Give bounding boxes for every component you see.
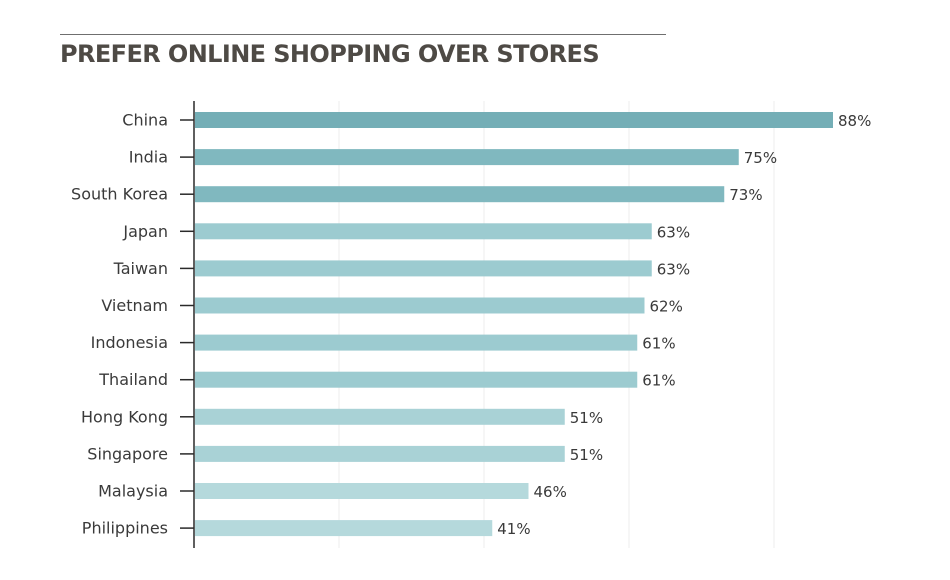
category-label: Thailand xyxy=(98,370,168,389)
value-label: 75% xyxy=(744,149,777,167)
bar xyxy=(195,297,645,314)
value-label: 41% xyxy=(497,520,530,538)
category-label: Hong Kong xyxy=(81,407,168,426)
category-label: Japan xyxy=(122,222,168,241)
bar xyxy=(195,520,493,537)
labels: China 88% India 75% South Korea 73% Japan 63% Ta… xyxy=(71,111,871,539)
category-label: Malaysia xyxy=(98,482,168,501)
bar xyxy=(195,445,565,462)
bar xyxy=(195,149,739,166)
category-label: Philippines xyxy=(82,519,168,538)
title-rule xyxy=(60,34,666,35)
value-label: 63% xyxy=(657,260,690,278)
value-label: 61% xyxy=(642,335,675,353)
category-label: Taiwan xyxy=(113,259,168,278)
bar xyxy=(195,112,833,128)
category-label: Vietnam xyxy=(101,296,168,315)
value-label: 46% xyxy=(534,483,567,501)
bar xyxy=(195,408,565,425)
grid-lines xyxy=(338,101,775,548)
category-label: China xyxy=(122,111,168,130)
value-label: 61% xyxy=(642,372,675,390)
bars xyxy=(195,112,833,537)
y-axis xyxy=(180,101,195,548)
value-label: 63% xyxy=(657,223,690,241)
value-label: 51% xyxy=(570,446,603,464)
bar xyxy=(195,371,638,388)
value-label: 62% xyxy=(650,298,683,316)
value-label: 88% xyxy=(838,112,871,130)
category-label: South Korea xyxy=(71,185,168,204)
bar xyxy=(195,483,529,499)
bar xyxy=(195,223,652,240)
chart-title: PREFER ONLINE SHOPPING OVER STORES xyxy=(60,40,600,68)
bar xyxy=(195,186,725,203)
value-label: 73% xyxy=(729,186,762,204)
category-label: Indonesia xyxy=(91,333,168,352)
category-label: India xyxy=(129,148,168,167)
category-label: Singapore xyxy=(87,444,168,463)
bar xyxy=(195,260,652,277)
value-label: 51% xyxy=(570,409,603,427)
bar xyxy=(195,334,638,351)
